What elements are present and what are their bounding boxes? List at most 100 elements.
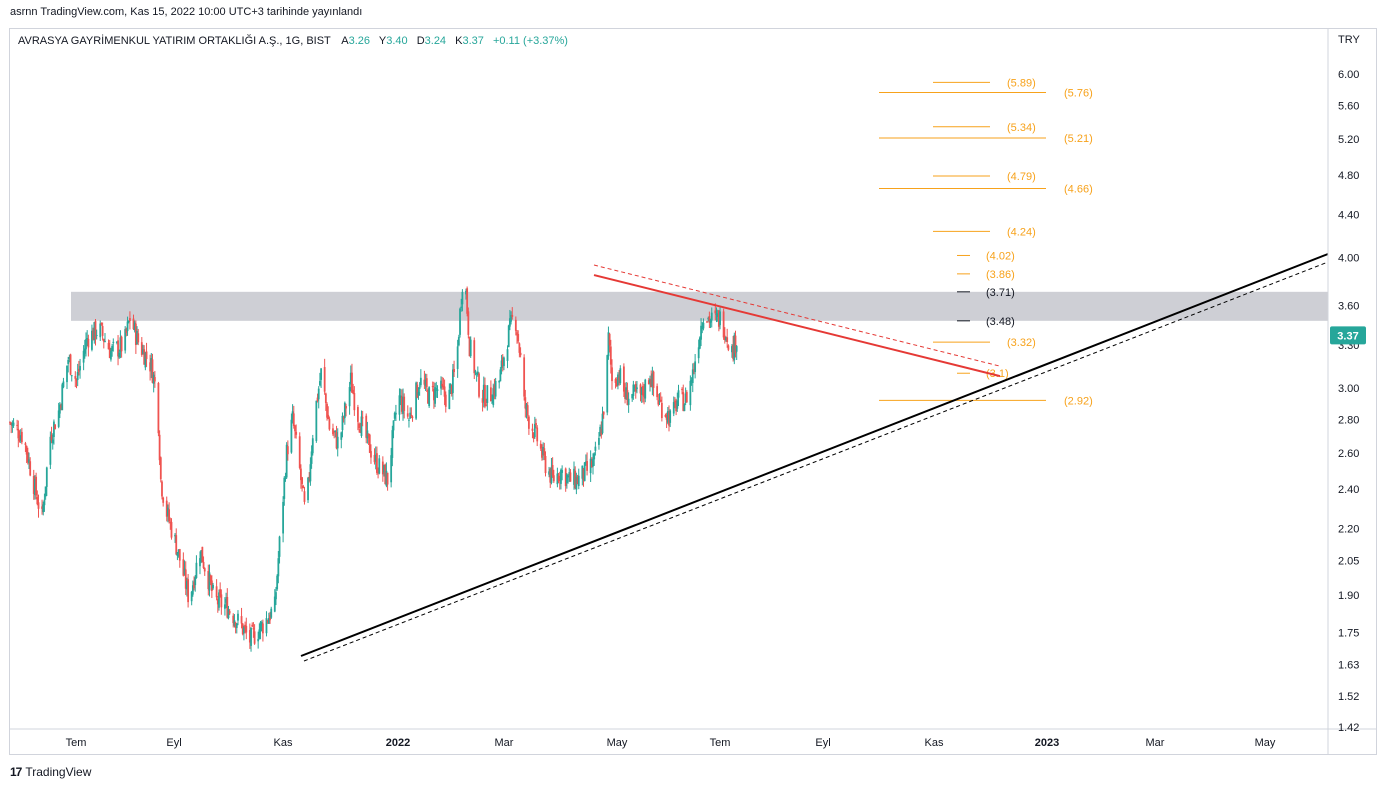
last-price-label: 3.37 [1337, 330, 1358, 342]
candle-body [526, 405, 529, 416]
candle-body [99, 323, 102, 338]
candle-body [519, 352, 522, 356]
candle-body [253, 631, 256, 644]
candle-body [461, 291, 464, 305]
candle-body [722, 311, 725, 338]
open-label: A [341, 35, 349, 47]
candle-body [657, 400, 660, 405]
candle-body [589, 458, 592, 474]
candle-body [157, 382, 160, 434]
candle-body [282, 501, 284, 534]
candle-body [542, 446, 545, 455]
candle-body [300, 468, 302, 481]
candle-body [219, 589, 222, 596]
candle-body [551, 465, 554, 476]
candle-body [284, 477, 287, 479]
candle-body [473, 340, 476, 374]
candle-body [127, 320, 130, 323]
candle-body [79, 366, 81, 371]
candle-body [285, 444, 288, 478]
candle-body [702, 322, 705, 329]
candle-body [26, 451, 29, 463]
time-tick-label: Tem [710, 737, 731, 749]
candle-body [576, 476, 579, 485]
candle-body [195, 562, 198, 578]
candle-body [390, 455, 393, 483]
level-label: (5.21) [1064, 133, 1093, 145]
candle-body [149, 362, 152, 372]
candle-body [226, 597, 229, 618]
candle-body [681, 388, 683, 391]
candle-body [323, 367, 326, 392]
candle-body [66, 365, 68, 383]
candle-body [110, 350, 112, 360]
candle-body [358, 423, 360, 429]
candle-body [49, 436, 52, 465]
candle-body [145, 351, 148, 359]
candle-body [568, 472, 571, 475]
candle-body [418, 387, 421, 389]
candle-body [170, 521, 173, 538]
level-label: (5.89) [1007, 77, 1036, 89]
candle-body [233, 620, 236, 626]
candle-body [9, 422, 11, 424]
candle-body [527, 416, 530, 429]
candle-body [101, 326, 104, 336]
candle-body [619, 368, 622, 384]
candle-body [493, 385, 496, 396]
candle-body [598, 437, 600, 445]
time-tick-label: Kas [925, 737, 944, 749]
candle-body [18, 438, 21, 441]
candle-body [132, 318, 135, 330]
candle-body [276, 575, 279, 590]
candle-body [317, 388, 320, 400]
candle-body [567, 475, 569, 478]
candle-body [647, 380, 650, 384]
candle-body [370, 451, 372, 458]
candle-body [498, 380, 501, 383]
currency-label[interactable]: TRY [1338, 34, 1360, 46]
level-label: (3.48) [986, 316, 1015, 328]
candle-body [494, 381, 497, 397]
candle-body [584, 461, 587, 463]
candle-body [636, 387, 638, 390]
candle-body [209, 575, 212, 583]
candle-body [573, 468, 575, 485]
candle-body [303, 491, 306, 502]
candle-body [17, 428, 20, 439]
candle-body [310, 451, 313, 464]
candle-body [442, 385, 445, 388]
candle-body [435, 388, 438, 390]
candle-body [194, 577, 197, 586]
candle-body [444, 394, 447, 407]
price-tick-label: 6.00 [1338, 69, 1359, 81]
candle-body [348, 387, 351, 407]
candle-body [499, 369, 502, 382]
price-tick-label: 2.60 [1338, 448, 1359, 460]
candle-body [727, 345, 730, 350]
candle-body [510, 315, 512, 322]
candle-body [237, 613, 239, 621]
candle-body [361, 417, 364, 419]
chart-frame [9, 28, 1377, 755]
candle-body [416, 384, 419, 398]
candle-body [451, 369, 454, 394]
candle-body [60, 405, 62, 408]
price-tick-label: 1.42 [1338, 722, 1359, 734]
candle-body [516, 332, 518, 336]
price-tick-label: 2.20 [1338, 524, 1359, 536]
candle-body [335, 432, 338, 449]
candle-body [384, 464, 387, 485]
candle-body [395, 412, 397, 415]
level-label: (3.1) [986, 368, 1009, 380]
candle-body [203, 568, 206, 572]
time-tick-label: 2023 [1035, 737, 1059, 749]
candle-body [62, 381, 65, 388]
candle-body [457, 337, 460, 346]
candle-body [726, 337, 729, 343]
high-value: 3.40 [386, 35, 408, 47]
symbol-name[interactable]: AVRASYA GAYRİMENKUL YATIRIM ORTAKLIĞI A.… [18, 35, 331, 47]
candle-body [631, 394, 634, 399]
candle-body [735, 346, 738, 352]
